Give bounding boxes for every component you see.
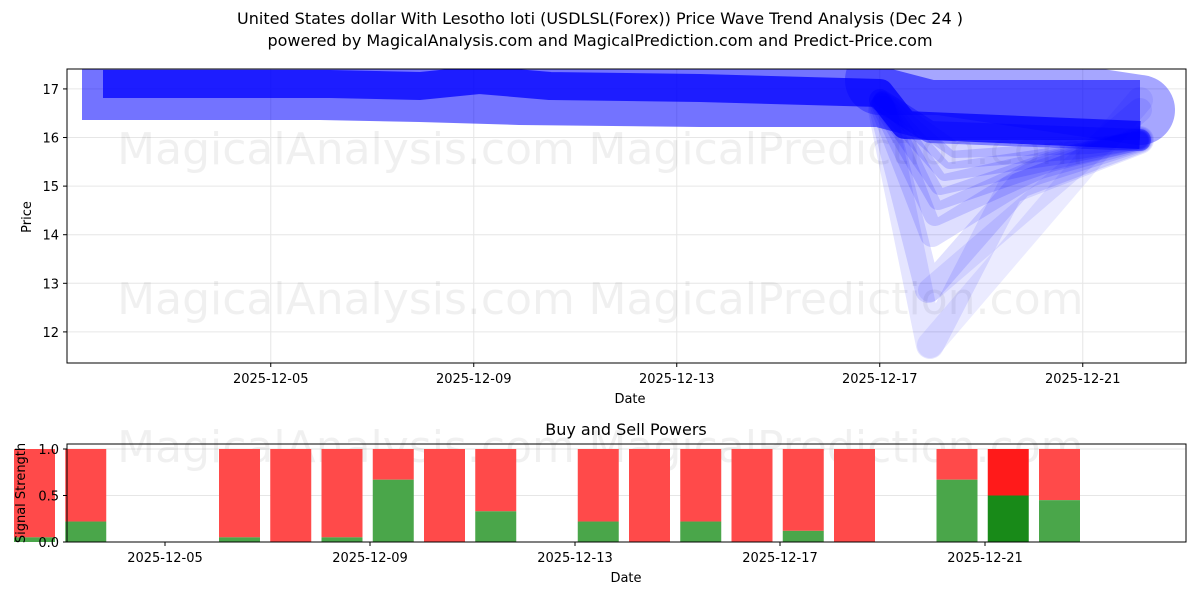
x-tick-label: 2025-12-17 — [842, 372, 918, 387]
price-x-ticks: 2025-12-05 2025-12-09 2025-12-13 2025-12-17… — [233, 363, 1121, 387]
y-tick-label: 17 — [42, 83, 59, 98]
x-tick-label: 2025-12-09 — [332, 551, 408, 566]
y-tick-label: 13 — [42, 277, 59, 292]
sell-bar — [475, 449, 516, 511]
sell-bar — [629, 449, 670, 542]
sell-bar — [988, 449, 1029, 496]
price-y-ticks: 12 13 14 15 16 17 — [42, 83, 67, 341]
buy-bar — [65, 522, 106, 542]
x-tick-label: 2025-12-13 — [537, 551, 613, 566]
x-tick-label: 2025-12-21 — [947, 551, 1023, 566]
y-tick-label: 15 — [42, 180, 59, 195]
x-tick-label: 2025-12-09 — [436, 372, 512, 387]
y-tick-label: 14 — [42, 229, 59, 244]
x-tick-label: 2025-12-21 — [1045, 372, 1121, 387]
y-tick-label: 0.5 — [38, 490, 59, 505]
x-tick-label: 2025-12-17 — [742, 551, 818, 566]
price-y-label: Price — [20, 201, 35, 233]
sell-bar — [424, 449, 465, 542]
sell-bar — [270, 449, 311, 542]
sell-bar — [834, 449, 875, 542]
sell-bar — [322, 449, 363, 537]
sell-bar — [65, 449, 106, 522]
signal-x-label: Date — [610, 571, 641, 586]
x-tick-label: 2025-12-05 — [233, 372, 309, 387]
y-tick-label: 1.0 — [38, 443, 59, 458]
buy-bar — [373, 480, 414, 542]
sell-bar — [783, 449, 824, 531]
y-tick-label: 16 — [42, 132, 59, 147]
watermark: MagicalAnalysis.com — [117, 274, 575, 325]
sell-bar — [578, 449, 619, 522]
buy-bar — [680, 522, 721, 542]
x-tick-label: 2025-12-05 — [127, 551, 203, 566]
buy-bar — [988, 496, 1029, 543]
sell-bar — [373, 449, 414, 480]
price-chart: MagicalAnalysis.com MagicalPrediction.co… — [20, 69, 1186, 407]
buy-bar — [783, 531, 824, 542]
sell-bar — [937, 449, 978, 480]
x-tick-label: 2025-12-13 — [639, 372, 715, 387]
sell-bar — [680, 449, 721, 522]
buy-bar — [578, 522, 619, 542]
price-x-label: Date — [614, 392, 645, 407]
sell-bar — [732, 449, 773, 542]
signal-y-label: Signal Strength — [14, 443, 29, 543]
sell-bar — [219, 449, 260, 537]
y-tick-label: 12 — [42, 326, 59, 341]
watermark: MagicalAnalysis.com — [117, 124, 575, 175]
y-tick-label: 0.0 — [38, 536, 59, 551]
signal-chart: Buy and Sell Powers MagicalAnalysis.com … — [14, 420, 1186, 586]
buy-bar — [1039, 500, 1080, 542]
buy-bar — [937, 480, 978, 542]
buy-bar — [475, 511, 516, 542]
buy-bar — [219, 537, 260, 542]
sell-bar — [1039, 449, 1080, 500]
buy-bar — [322, 537, 363, 542]
charts-canvas: MagicalAnalysis.com MagicalPrediction.co… — [0, 0, 1200, 600]
signal-x-ticks: 2025-12-05 2025-12-09 2025-12-13 2025-12-17… — [127, 542, 1023, 566]
watermark: MagicalPrediction.com — [589, 274, 1084, 325]
